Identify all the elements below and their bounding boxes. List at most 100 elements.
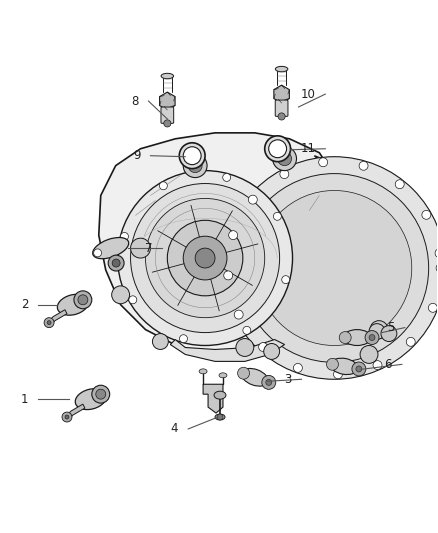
- Polygon shape: [170, 340, 285, 361]
- Ellipse shape: [75, 389, 106, 409]
- Circle shape: [428, 303, 437, 312]
- FancyBboxPatch shape: [161, 107, 174, 123]
- Circle shape: [223, 157, 438, 379]
- Circle shape: [240, 174, 429, 362]
- Circle shape: [108, 255, 124, 271]
- Polygon shape: [47, 310, 67, 327]
- Text: 9: 9: [133, 149, 141, 162]
- Circle shape: [131, 238, 150, 258]
- Ellipse shape: [57, 294, 88, 315]
- Text: 4: 4: [171, 423, 178, 435]
- Circle shape: [78, 295, 88, 305]
- Circle shape: [273, 212, 281, 220]
- Circle shape: [373, 361, 382, 369]
- Text: 10: 10: [300, 87, 315, 101]
- Circle shape: [129, 296, 137, 304]
- Circle shape: [369, 324, 385, 340]
- Circle shape: [273, 147, 297, 171]
- Text: 6: 6: [385, 358, 392, 371]
- Circle shape: [381, 326, 397, 342]
- Text: 5: 5: [388, 321, 395, 334]
- Polygon shape: [274, 85, 290, 103]
- Text: 8: 8: [131, 94, 138, 108]
- Polygon shape: [203, 384, 223, 413]
- Ellipse shape: [219, 373, 227, 378]
- Circle shape: [268, 140, 286, 158]
- Circle shape: [262, 375, 276, 389]
- Circle shape: [436, 263, 438, 272]
- Text: 1: 1: [21, 393, 28, 406]
- Circle shape: [74, 291, 92, 309]
- Text: 11: 11: [300, 142, 315, 155]
- Text: 7: 7: [145, 241, 152, 255]
- Ellipse shape: [161, 74, 173, 79]
- Circle shape: [266, 379, 272, 385]
- Circle shape: [92, 385, 110, 403]
- Circle shape: [217, 414, 223, 420]
- Circle shape: [248, 195, 257, 204]
- Circle shape: [264, 343, 279, 359]
- Circle shape: [237, 367, 250, 379]
- Circle shape: [435, 249, 438, 257]
- Circle shape: [183, 147, 201, 165]
- Circle shape: [333, 370, 343, 379]
- Ellipse shape: [215, 414, 225, 420]
- Text: 3: 3: [284, 373, 292, 386]
- FancyBboxPatch shape: [275, 100, 288, 116]
- Text: 2: 2: [21, 298, 28, 311]
- Circle shape: [326, 358, 339, 370]
- Circle shape: [164, 120, 171, 127]
- Circle shape: [224, 271, 233, 280]
- Circle shape: [352, 362, 366, 376]
- Circle shape: [369, 335, 375, 341]
- Circle shape: [236, 338, 254, 357]
- Circle shape: [278, 113, 285, 120]
- Circle shape: [44, 318, 54, 328]
- Circle shape: [243, 326, 251, 334]
- Circle shape: [96, 389, 106, 399]
- Circle shape: [282, 276, 290, 284]
- Circle shape: [152, 334, 168, 350]
- Ellipse shape: [93, 238, 129, 259]
- Circle shape: [422, 211, 431, 219]
- Circle shape: [179, 143, 205, 168]
- Circle shape: [112, 259, 120, 267]
- Circle shape: [259, 343, 268, 351]
- Circle shape: [62, 412, 72, 422]
- Circle shape: [278, 152, 292, 166]
- Circle shape: [112, 286, 130, 304]
- Ellipse shape: [214, 391, 226, 399]
- Circle shape: [188, 159, 202, 173]
- Circle shape: [265, 136, 290, 161]
- Circle shape: [120, 232, 128, 240]
- Ellipse shape: [199, 369, 207, 374]
- Circle shape: [131, 183, 279, 333]
- Circle shape: [359, 161, 368, 170]
- Circle shape: [145, 198, 265, 318]
- Circle shape: [118, 171, 293, 345]
- Circle shape: [365, 330, 379, 344]
- Circle shape: [65, 415, 69, 419]
- Circle shape: [319, 158, 328, 167]
- Circle shape: [339, 332, 351, 343]
- Circle shape: [229, 231, 238, 240]
- Circle shape: [370, 321, 388, 338]
- Circle shape: [183, 236, 227, 280]
- Circle shape: [47, 321, 51, 325]
- Ellipse shape: [330, 358, 358, 375]
- Circle shape: [293, 364, 302, 373]
- Circle shape: [159, 182, 167, 190]
- Circle shape: [280, 169, 289, 179]
- Polygon shape: [65, 404, 85, 421]
- Ellipse shape: [276, 67, 288, 72]
- Polygon shape: [159, 92, 175, 110]
- Circle shape: [257, 190, 412, 345]
- Circle shape: [356, 366, 362, 372]
- Circle shape: [180, 335, 187, 343]
- Circle shape: [395, 180, 404, 189]
- Ellipse shape: [241, 368, 268, 386]
- Circle shape: [360, 345, 378, 364]
- Circle shape: [94, 249, 102, 257]
- Circle shape: [223, 173, 231, 181]
- Circle shape: [195, 248, 215, 268]
